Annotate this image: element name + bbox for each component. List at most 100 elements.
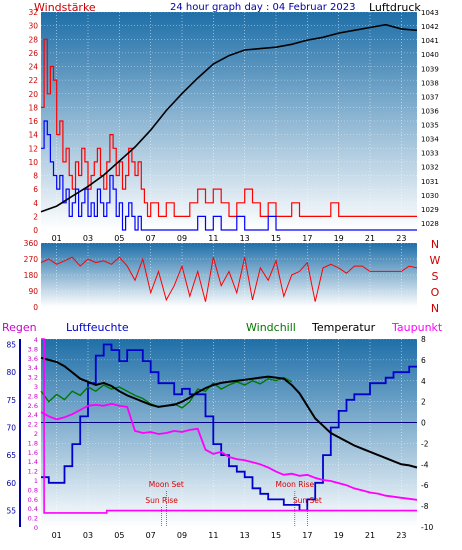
- annotation-label: Sun Rise: [145, 496, 178, 505]
- rain-y-tick-label: 3.2: [28, 374, 38, 382]
- pressure-y-tick-label: 1031: [421, 178, 439, 186]
- x-tick-label: 13: [240, 531, 250, 540]
- x-tick-label: 05: [114, 234, 124, 243]
- pressure-y-tick-label: 1035: [421, 122, 439, 130]
- direction-y-tick-label: 360: [24, 239, 39, 248]
- x-tick-label: 23: [396, 531, 406, 540]
- x-tick-label: 21: [365, 234, 375, 243]
- compass-tick-label: O: [431, 286, 440, 299]
- humidity-axis-title: Luftfeuchte: [66, 321, 129, 334]
- x-tick-label: 11: [208, 234, 218, 243]
- wind-y-tick-label: 26: [28, 49, 38, 58]
- x-tick-label: 11: [208, 531, 218, 540]
- chart-title: 24 hour graph day : 04 Februar 2023: [170, 2, 355, 13]
- x-tick-label: 03: [83, 234, 93, 243]
- rain-y-tick-label: 0: [34, 524, 38, 532]
- humidity-y-tick-label: 55: [6, 506, 16, 515]
- wind-y-tick-label: 14: [28, 131, 38, 140]
- x-tick-label: 09: [177, 531, 187, 540]
- temperature-y-tick-label: -6: [421, 481, 429, 490]
- wind-y-tick-label: 20: [28, 90, 38, 99]
- direction-y-tick-label: 90: [28, 287, 38, 296]
- wind-y-tick-label: 6: [33, 185, 38, 194]
- temperature-y-tick-label: 8: [421, 335, 426, 344]
- wind-axis-title: Windstärke: [34, 1, 96, 14]
- x-tick-label: 03: [83, 531, 93, 540]
- humidity-y-tick-label: 65: [6, 451, 16, 460]
- x-tick-label: 09: [177, 234, 187, 243]
- pressure-y-tick-label: 1034: [421, 136, 439, 144]
- compass-tick-label: W: [430, 254, 441, 267]
- rain-y-tick-label: 2.8: [28, 392, 38, 400]
- wind-y-tick-label: 22: [28, 76, 38, 85]
- pressure-y-tick-label: 1041: [421, 37, 439, 45]
- wind-direction-plot-area: [41, 243, 417, 307]
- pressure-y-tick-label: 1039: [421, 65, 439, 73]
- temperature-plot-area: [41, 339, 417, 527]
- pressure-y-tick-label: 1036: [421, 107, 439, 115]
- rain-y-tick-label: 3.4: [28, 364, 38, 372]
- pressure-y-tick-label: 1033: [421, 150, 439, 158]
- humidity-y-tick-label: 80: [6, 368, 16, 377]
- pressure-y-tick-label: 1040: [421, 51, 439, 59]
- wind-y-tick-label: 8: [33, 172, 38, 181]
- pressure-y-tick-label: 1030: [421, 192, 439, 200]
- compass-tick-label: S: [432, 270, 439, 283]
- pressure-y-tick-label: 1028: [421, 220, 439, 228]
- annotation-label: Sun Set: [293, 496, 322, 505]
- wind-y-tick-label: 18: [28, 103, 38, 112]
- rain-y-tick-label: 0.8: [28, 486, 38, 494]
- rain-y-tick-label: 1.4: [28, 458, 38, 466]
- pressure-y-tick-label: 1042: [421, 23, 439, 31]
- direction-series-line: [40, 256, 418, 302]
- pressure-y-tick-label: 1043: [421, 9, 439, 17]
- direction-y-tick-label: 270: [24, 255, 39, 264]
- rain-y-tick-label: 3.8: [28, 345, 38, 353]
- x-tick-label: 19: [334, 531, 344, 540]
- wind-y-tick-label: 24: [28, 63, 38, 72]
- humidity-y-tick-label: 60: [6, 479, 16, 488]
- wind-y-tick-label: 16: [28, 117, 38, 126]
- direction-y-tick-label: 0: [33, 303, 38, 312]
- wind-y-tick-label: 4: [33, 199, 38, 208]
- dewpoint-series-line: [40, 402, 418, 501]
- gust-series-line: [41, 38, 417, 217]
- rain-series-line: [41, 338, 417, 514]
- x-tick-label: 07: [146, 234, 156, 243]
- pressure-axis-title: Luftdruck: [369, 1, 421, 14]
- wind-y-tick-label: 32: [28, 8, 38, 17]
- humidity-series-line: [41, 343, 417, 512]
- temperature-y-tick-label: -10: [421, 523, 433, 532]
- x-tick-label: 21: [365, 531, 375, 540]
- pressure-y-tick-label: 1029: [421, 206, 439, 214]
- rain-y-tick-label: 3.6: [28, 355, 38, 363]
- temperature-y-tick-label: -4: [421, 460, 429, 469]
- temperature-y-tick-label: -2: [421, 439, 429, 448]
- x-tick-label: 01: [52, 531, 62, 540]
- humidity-y-tick-label: 75: [6, 396, 16, 405]
- rain-y-tick-label: 0.2: [28, 515, 38, 523]
- annotation-label: Moon Set: [149, 480, 184, 489]
- rain-axis-title: Regen: [2, 321, 37, 334]
- temperature-y-tick-label: 6: [421, 356, 426, 365]
- windchill-legend: Windchill: [246, 321, 296, 334]
- wind-y-tick-label: 12: [28, 144, 38, 153]
- pressure-series-line: [40, 23, 418, 213]
- x-tick-label: 19: [334, 234, 344, 243]
- dewpoint-legend: Taupunkt: [391, 321, 443, 334]
- pressure-y-tick-label: 1032: [421, 164, 439, 172]
- rain-y-tick-label: 1: [34, 477, 38, 485]
- wind-series-line: [41, 120, 417, 231]
- x-tick-label: 01: [52, 234, 62, 243]
- temperature-series-line: [40, 356, 418, 469]
- x-tick-label: 13: [240, 234, 250, 243]
- temperature-legend: Temperatur: [311, 321, 376, 334]
- x-tick-label: 05: [114, 531, 124, 540]
- wind-y-tick-label: 10: [28, 158, 38, 167]
- x-tick-label: 15: [271, 531, 281, 540]
- temperature-y-tick-label: 2: [421, 398, 426, 407]
- temperature-y-tick-label: -8: [421, 502, 429, 511]
- wind-y-tick-label: 0: [33, 226, 38, 235]
- wind-y-tick-label: 28: [28, 35, 38, 44]
- x-tick-label: 23: [396, 234, 406, 243]
